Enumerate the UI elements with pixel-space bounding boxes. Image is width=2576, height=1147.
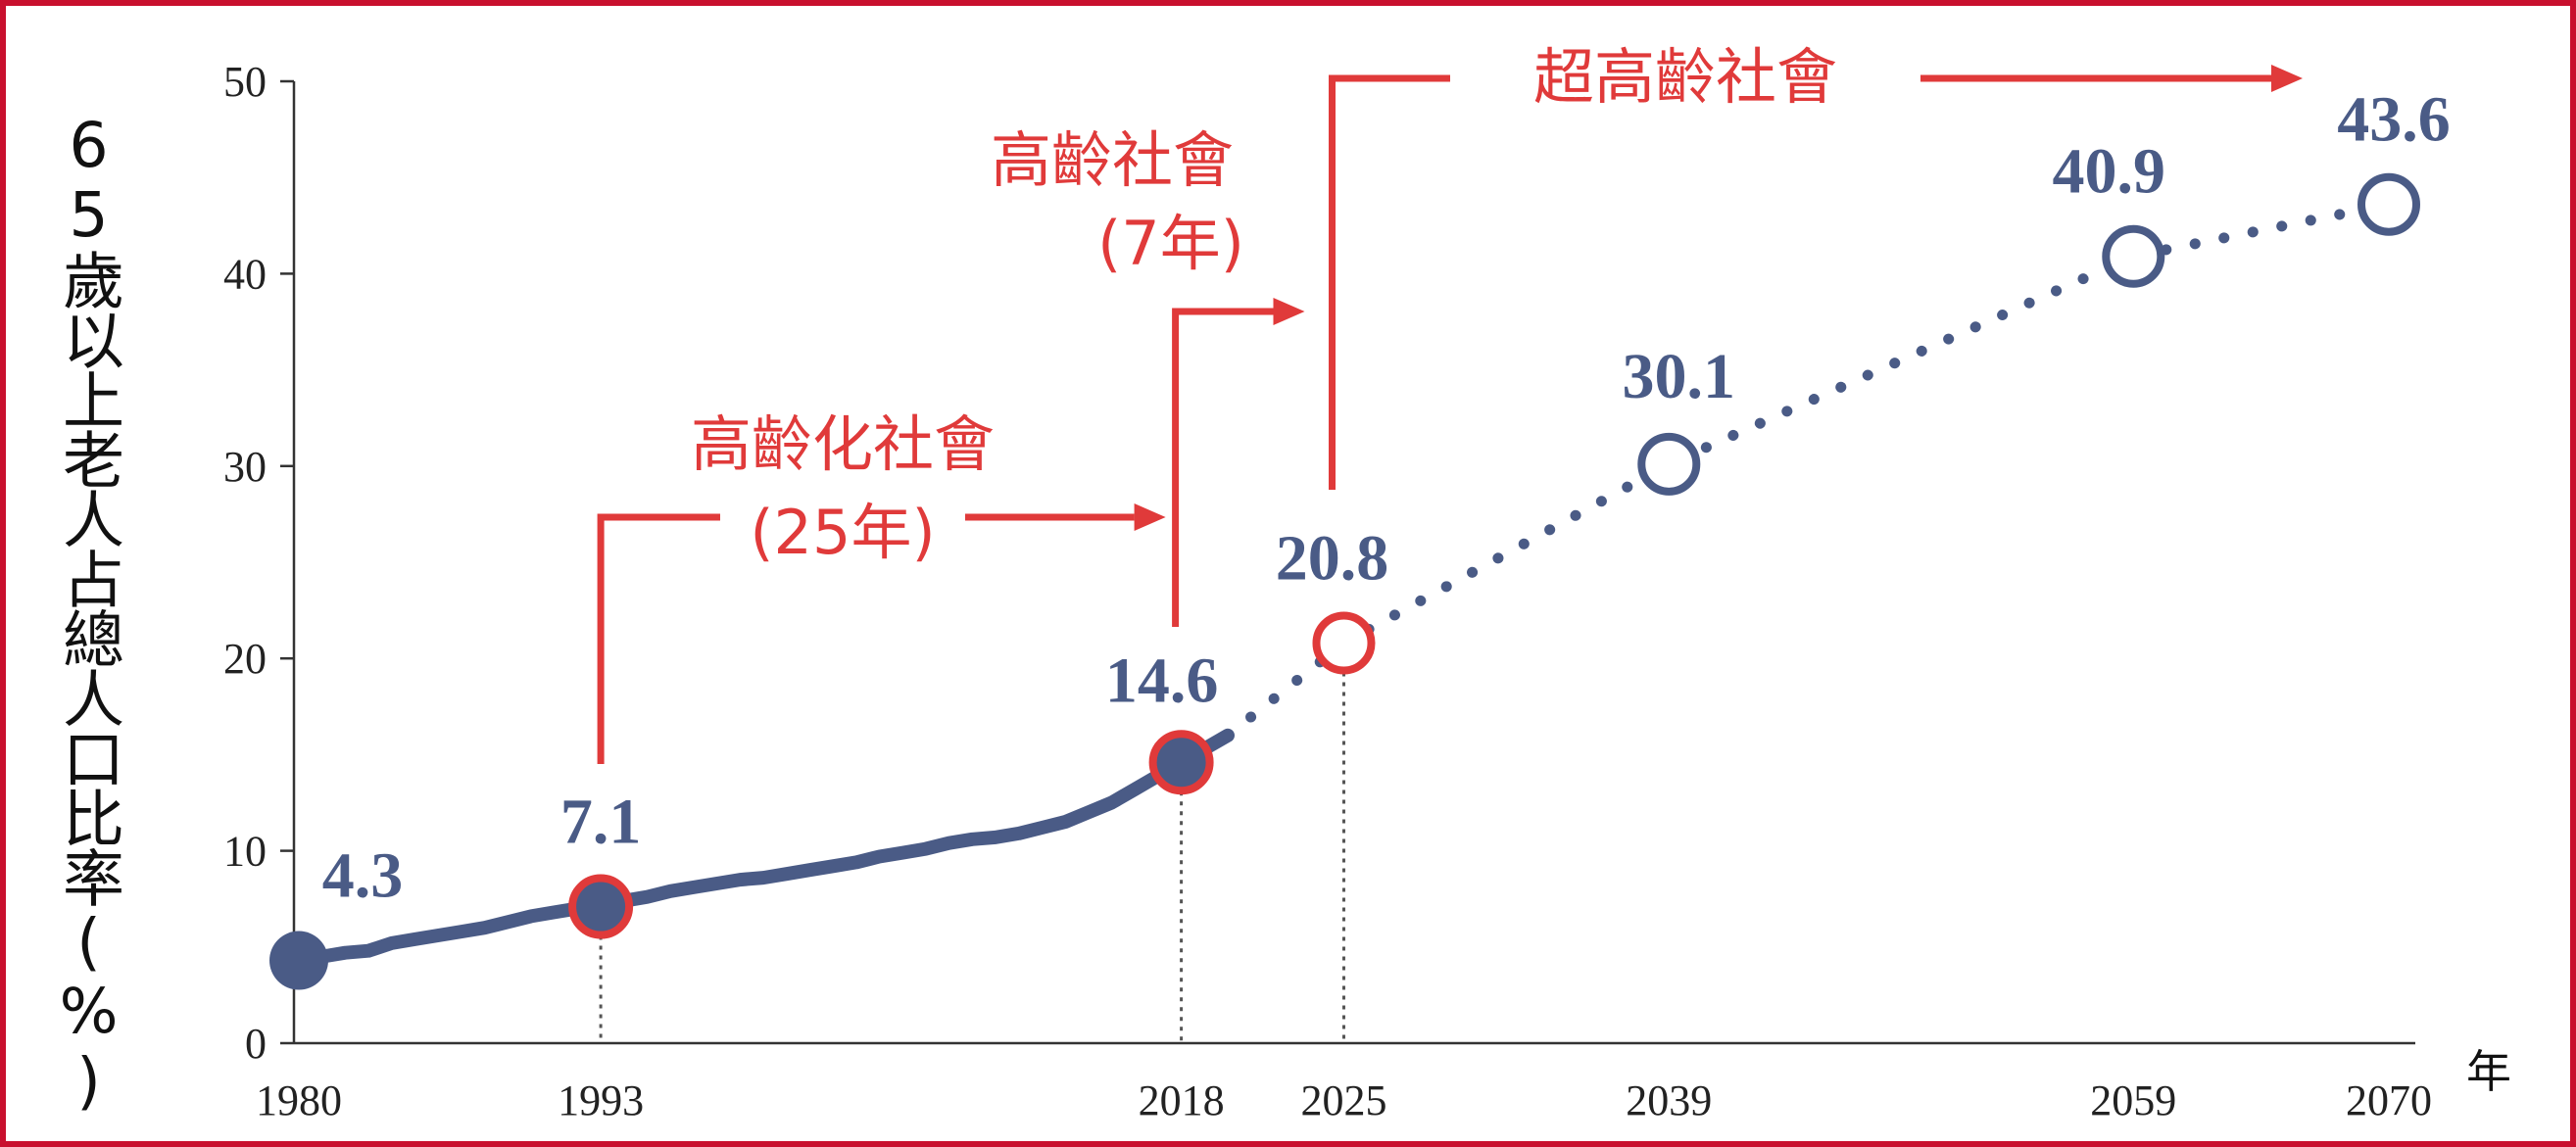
x-tick-label: 2059 xyxy=(2090,1076,2176,1124)
bracket-aging-left xyxy=(597,513,720,764)
y-axis-label: 65歲以上老人占總人口比率(%) xyxy=(53,110,124,1115)
series-line-projected xyxy=(1222,199,2395,741)
y-tick-label: 20 xyxy=(223,635,267,683)
guide-lines xyxy=(599,672,1345,1043)
phase-annotations: 高齡化社會 (25年) 高齡社會 (7年) 超高齡社會 xyxy=(597,41,2303,764)
data-label-1980: 4.3 xyxy=(322,840,404,912)
bracket-aged-left xyxy=(1172,308,1274,627)
x-ticks: 1980 1993 2018 2025 2039 2059 2070 xyxy=(256,1076,2432,1124)
arrowhead-superaged xyxy=(2271,65,2303,92)
x-axis-unit: 年 xyxy=(2466,1045,2511,1098)
marker-2059 xyxy=(2102,224,2165,288)
y-tick-label: 10 xyxy=(223,828,267,876)
series-lines xyxy=(292,199,2395,968)
y-tick-label: 40 xyxy=(223,250,267,298)
annotation-aging-title: 高齡化社會 xyxy=(691,408,995,480)
data-label-1993: 7.1 xyxy=(560,787,642,858)
marker-2039 xyxy=(1637,432,1701,496)
data-label-2059: 40.9 xyxy=(2053,136,2166,208)
marker-1993 xyxy=(568,874,634,939)
marker-1980 xyxy=(269,931,328,990)
data-label-2070: 43.6 xyxy=(2337,84,2451,156)
x-tick-label: 1980 xyxy=(256,1076,342,1124)
y-ticks: 0 10 20 30 40 50 xyxy=(223,58,294,1068)
bracket-superaged-left xyxy=(1329,74,1450,490)
x-tick-label: 2025 xyxy=(1301,1076,1387,1124)
annotation-aging-years: (25年) xyxy=(750,497,935,568)
marker-2018 xyxy=(1148,730,1214,795)
marker-2025 xyxy=(1312,611,1376,675)
x-tick-label: 1993 xyxy=(558,1076,644,1124)
data-label-2039: 30.1 xyxy=(1623,341,1736,412)
annotation-superaged-title: 超高齡社會 xyxy=(1533,41,1837,113)
x-tick-label: 2070 xyxy=(2346,1076,2432,1124)
data-labels: 4.3 7.1 14.6 20.8 30.1 40.9 43.6 xyxy=(322,84,2451,912)
y-tick-label: 50 xyxy=(223,58,267,106)
data-markers xyxy=(269,172,2420,990)
x-tick-label: 2039 xyxy=(1626,1076,1712,1124)
annotation-aged-title: 高齡社會 xyxy=(991,124,1234,196)
marker-2070 xyxy=(2357,172,2420,236)
data-label-2018: 14.6 xyxy=(1105,645,1219,716)
arrowhead-aging xyxy=(1134,503,1166,531)
x-tick-label: 2018 xyxy=(1139,1076,1225,1124)
axes xyxy=(292,81,2415,1045)
series-line-actual xyxy=(292,728,1235,968)
data-label-2025: 20.8 xyxy=(1276,522,1389,594)
annotation-aged-years: (7年) xyxy=(1097,208,1244,279)
y-tick-label: 0 xyxy=(245,1020,267,1068)
y-tick-label: 30 xyxy=(223,443,267,491)
arrowhead-aged xyxy=(1273,298,1305,325)
